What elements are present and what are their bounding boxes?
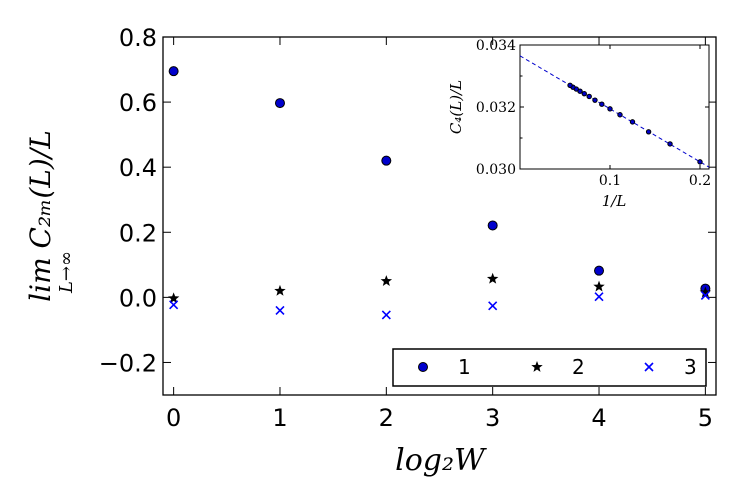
series-3-point <box>700 290 710 300</box>
y-tick-label: −0.2 <box>99 349 157 377</box>
inset-data-marks <box>519 55 710 168</box>
main-data-marks <box>167 66 712 320</box>
inset-axis-ticks: 0.1 0.2 0.030 0.032 0.034 <box>476 38 711 189</box>
main-plot-frame <box>162 36 717 396</box>
legend-label-series-2: 2 <box>572 355 585 379</box>
x-tick-label: 2 <box>379 404 394 432</box>
series-3-point <box>488 301 498 311</box>
inset-point <box>697 159 703 165</box>
series-2-point <box>380 275 393 286</box>
inset-point <box>586 93 592 100</box>
legend-box <box>392 348 707 387</box>
legend-marker-series-3 <box>644 362 654 372</box>
legend-marker-series-1 <box>418 362 428 372</box>
inset-point <box>567 82 573 89</box>
y-tick-label: 0.8 <box>119 24 157 52</box>
inset-point <box>667 141 673 147</box>
series-2-point <box>167 292 180 304</box>
inset-fit-line <box>519 55 710 168</box>
x-tick-label: 5 <box>698 404 713 432</box>
y-tick-label: 0.0 <box>119 284 157 312</box>
inset-y-axis-title: C₄(L)/L <box>447 80 465 134</box>
inset-point <box>607 106 613 112</box>
x-tick-label: 1 <box>272 404 287 432</box>
y-tick-label: 0.2 <box>119 219 157 247</box>
series-1-point <box>487 220 498 231</box>
x-axis-title: log₂W <box>395 443 487 478</box>
inset-plot: 0.1 0.2 0.030 0.032 0.034 1/L C₄(L)/L <box>447 38 711 210</box>
legend-marker-series-2 <box>531 361 543 372</box>
inset-y-tick-label: 0.030 <box>476 162 516 178</box>
inset-x-tick-label: 0.1 <box>599 173 621 189</box>
series-2-point <box>593 280 605 292</box>
inset-point <box>592 97 598 103</box>
inset-y-tick-label: 0.032 <box>476 100 516 116</box>
inset-point <box>645 129 652 135</box>
y-tick-label: 0.4 <box>119 154 157 182</box>
x-tick-label: 0 <box>166 404 181 432</box>
inset-point <box>617 112 623 118</box>
inset-y-tick-label: 0.034 <box>476 38 516 54</box>
y-axis-title: lim C₂ₘ(L)/L <box>24 130 57 302</box>
inset-x-tick-label: 0.2 <box>689 173 711 189</box>
series-1-point <box>274 98 285 109</box>
y-axis-title-group: lim C₂ₘ(L)/L L→∞ <box>24 130 77 302</box>
inset-point <box>629 119 636 125</box>
series-1-point <box>594 265 605 276</box>
x-tick-label: 4 <box>591 404 606 432</box>
inset-point <box>599 101 605 107</box>
series-2-point <box>274 284 286 296</box>
y-tick-label: 0.6 <box>119 89 157 117</box>
series-3-point <box>275 305 285 315</box>
series-3-point <box>594 292 604 302</box>
inset-x-axis-title: 1/L <box>602 192 627 210</box>
series-3-point <box>169 300 179 310</box>
series-2-point <box>486 272 499 284</box>
y-axis-title-subscript: L→∞ <box>56 251 77 294</box>
x-tick-label: 3 <box>485 404 500 432</box>
inset-point <box>581 90 587 97</box>
series-1-point <box>381 155 392 166</box>
series-2-point <box>699 286 712 298</box>
series-3-point <box>381 310 391 320</box>
series-1-point <box>168 66 179 77</box>
legend-label-series-3: 3 <box>684 355 697 379</box>
legend: 1 2 3 <box>392 348 707 387</box>
inset-frame <box>519 44 710 170</box>
legend-label-series-1: 1 <box>458 355 471 379</box>
main-axis-ticks: 0 1 2 3 4 5 −0.2 0.0 0.2 0.4 0.6 0.8 <box>99 24 716 432</box>
